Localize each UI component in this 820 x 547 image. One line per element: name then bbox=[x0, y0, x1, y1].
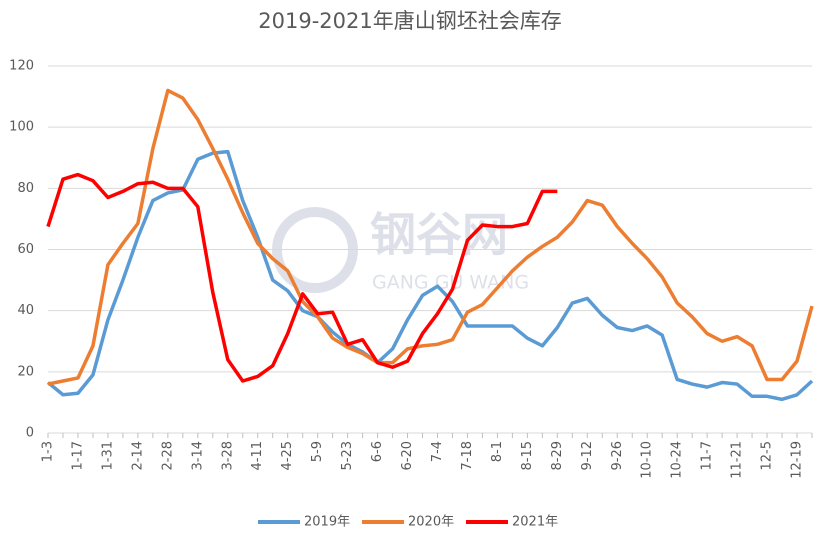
x-tick-label: 4-11 bbox=[250, 441, 265, 471]
x-tick-label: 2-28 bbox=[160, 441, 175, 471]
x-tick-label: 12-5 bbox=[760, 441, 775, 471]
x-tick-label: 8-29 bbox=[550, 441, 565, 471]
legend-item: 2019年 bbox=[258, 515, 350, 530]
series-line bbox=[47, 88, 814, 386]
x-tick-label: 8-15 bbox=[520, 441, 535, 471]
chart-title: 2019-2021年唐山钢坯社会库存 bbox=[258, 9, 561, 33]
x-tick-label: 1-3 bbox=[41, 441, 56, 462]
x-tick-label: 5-9 bbox=[310, 441, 325, 462]
y-tick-label: 0 bbox=[26, 426, 34, 441]
x-tick-label: 1-17 bbox=[70, 441, 85, 471]
x-tick-label: 4-25 bbox=[280, 441, 295, 471]
x-tick-label: 2-14 bbox=[130, 441, 145, 471]
x-tick-label: 11-7 bbox=[700, 441, 715, 471]
y-tick-label: 40 bbox=[17, 303, 34, 318]
x-tick-label: 9-26 bbox=[610, 441, 625, 471]
watermark-text: 钢谷网 bbox=[370, 208, 508, 262]
x-tick-label: 10-10 bbox=[640, 441, 655, 479]
x-tick-label: 3-28 bbox=[220, 441, 235, 471]
series-line bbox=[46, 149, 814, 402]
legend-label: 2019年 bbox=[304, 515, 350, 530]
y-tick-label: 80 bbox=[17, 181, 34, 196]
watermark: 钢谷网 GANG GU WANG bbox=[272, 207, 529, 294]
legend-label: 2021年 bbox=[512, 515, 558, 530]
watermark-subtext: GANG GU WANG bbox=[372, 272, 529, 294]
x-tick-label: 7-4 bbox=[430, 441, 445, 462]
legend-label: 2020年 bbox=[408, 515, 454, 530]
x-tick-label: 1-31 bbox=[100, 441, 115, 471]
x-tick-label: 12-19 bbox=[790, 441, 805, 479]
x-tick-label: 8-1 bbox=[490, 441, 505, 462]
x-tick-label: 6-20 bbox=[400, 441, 415, 471]
y-tick-label: 120 bbox=[9, 59, 34, 74]
y-tick-label: 100 bbox=[9, 120, 34, 135]
x-tick-label: 5-23 bbox=[340, 441, 355, 471]
x-tick-label: 9-12 bbox=[580, 441, 595, 471]
x-tick-label: 7-18 bbox=[460, 441, 475, 471]
x-tick-label: 11-21 bbox=[730, 441, 745, 479]
legend-item: 2021年 bbox=[466, 515, 558, 530]
x-tick-label: 3-14 bbox=[190, 441, 205, 471]
series-line bbox=[46, 172, 558, 383]
legend-item: 2020年 bbox=[362, 515, 454, 530]
x-tick-label: 10-24 bbox=[670, 441, 685, 479]
y-tick-label: 20 bbox=[17, 364, 34, 379]
y-tick-label: 60 bbox=[17, 242, 34, 257]
x-tick-label: 6-6 bbox=[370, 441, 385, 462]
